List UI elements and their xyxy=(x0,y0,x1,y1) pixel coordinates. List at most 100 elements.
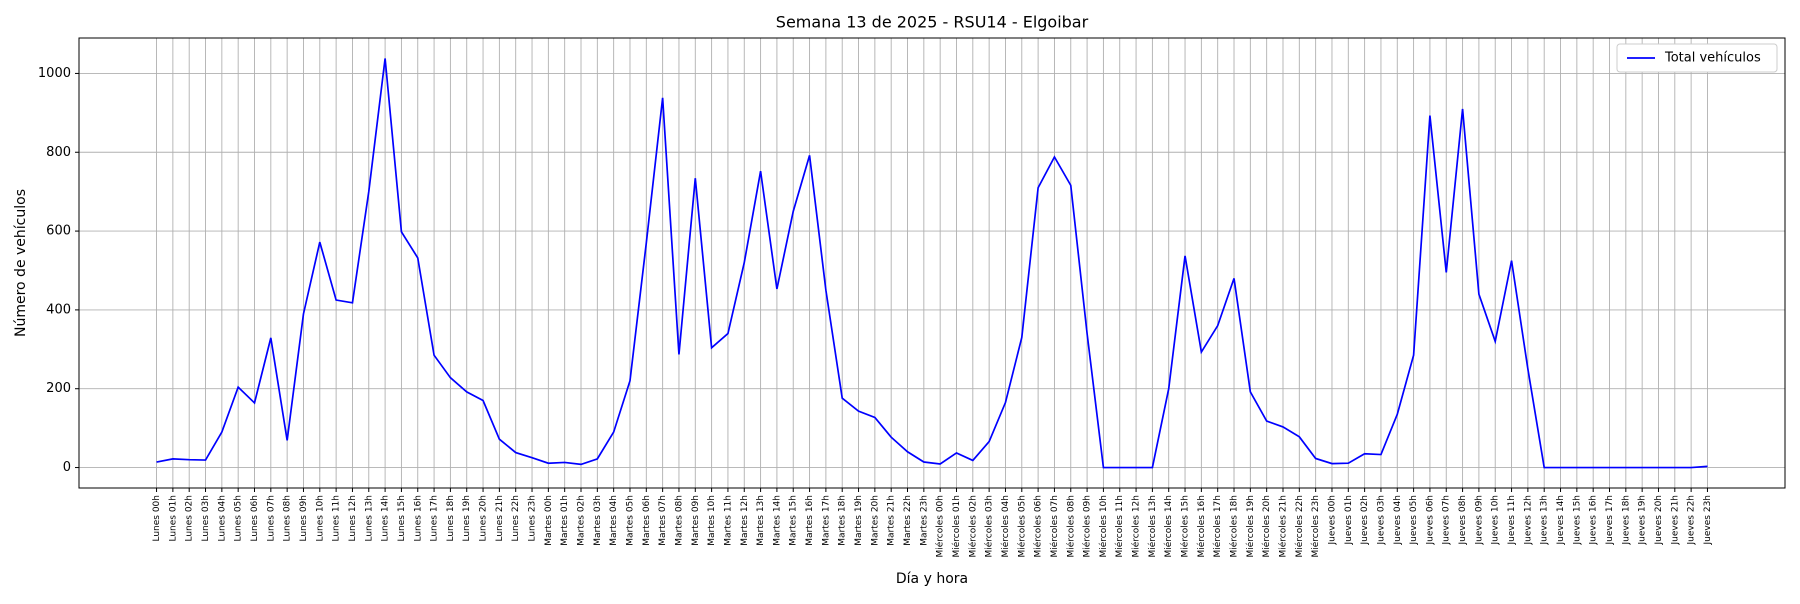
x-tick-label: Martes 11h xyxy=(723,495,733,546)
x-tick-label: Martes 17h xyxy=(821,495,831,546)
x-tick-label: Lunes 00h xyxy=(152,495,162,542)
x-tick-label: Lunes 15h xyxy=(397,495,407,542)
y-tick-label: 200 xyxy=(46,381,71,396)
x-tick-label: Jueves 02h xyxy=(1360,495,1370,545)
x-tick-label: Miércoles 12h xyxy=(1131,495,1142,558)
x-tick-label: Miércoles 22h xyxy=(1294,495,1305,558)
x-tick-label: Martes 00h xyxy=(544,495,554,546)
x-tick-label: Lunes 19h xyxy=(462,495,472,542)
x-tick-label: Jueves 08h xyxy=(1458,495,1468,545)
x-tick-label: Martes 04h xyxy=(609,495,619,546)
x-tick-label: Lunes 07h xyxy=(266,495,276,542)
x-tick-label: Lunes 04h xyxy=(217,495,227,542)
x-tick-label: Miércoles 14h xyxy=(1163,495,1174,558)
x-tick-label: Martes 10h xyxy=(707,495,717,546)
x-tick-label: Lunes 21h xyxy=(495,495,505,542)
x-tick-label: Martes 19h xyxy=(854,495,864,546)
x-tick-label: Jueves 19h xyxy=(1638,495,1648,545)
x-tick-label: Lunes 09h xyxy=(299,495,309,542)
x-tick-label: Martes 08h xyxy=(674,495,684,546)
x-tick-label: Lunes 02h xyxy=(185,495,195,542)
x-tick-label: Lunes 05h xyxy=(234,495,244,542)
x-tick-label: Martes 21h xyxy=(887,495,897,546)
x-tick-label: Miércoles 09h xyxy=(1082,495,1093,558)
x-tick-label: Miércoles 08h xyxy=(1065,495,1076,558)
x-tick-label: Miércoles 04h xyxy=(1000,495,1011,558)
y-tick-label: 1000 xyxy=(38,66,71,81)
x-tick-label: Miércoles 23h xyxy=(1310,495,1321,558)
x-tick-label: Jueves 09h xyxy=(1474,495,1484,545)
x-tick-label: Martes 14h xyxy=(772,495,782,546)
x-tick-label: Jueves 15h xyxy=(1572,495,1582,545)
x-tick-label: Jueves 17h xyxy=(1605,495,1615,545)
x-tick-label: Jueves 21h xyxy=(1670,495,1680,545)
x-tick-label: Miércoles 19h xyxy=(1245,495,1256,558)
x-tick-label: Miércoles 13h xyxy=(1147,495,1158,558)
y-tick-label: 400 xyxy=(46,302,71,317)
x-tick-label: Lunes 14h xyxy=(381,495,391,542)
x-tick-label: Lunes 20h xyxy=(479,495,489,542)
x-tick-label: Lunes 12h xyxy=(348,495,358,542)
plot-frame xyxy=(78,37,1786,489)
x-tick-label: Martes 06h xyxy=(642,495,652,546)
x-tick-label: Miércoles 07h xyxy=(1049,495,1060,558)
x-tick-label: Martes 15h xyxy=(789,495,799,546)
x-tick-label: Jueves 03h xyxy=(1376,495,1386,545)
x-tick-label: Martes 01h xyxy=(560,495,570,546)
y-tick-label: 800 xyxy=(46,145,71,160)
y-tick-label: 0 xyxy=(63,460,71,475)
x-tick-label: Lunes 11h xyxy=(332,495,342,542)
x-tick-label: Martes 23h xyxy=(919,495,929,546)
x-tick-label: Miércoles 10h xyxy=(1098,495,1109,558)
x-tick-label: Jueves 20h xyxy=(1654,495,1664,545)
x-tick-label: Lunes 23h xyxy=(528,495,538,542)
x-tick-label: Jueves 10h xyxy=(1491,495,1501,545)
x-tick-label: Lunes 10h xyxy=(315,495,325,542)
x-tick-label: Lunes 18h xyxy=(446,495,456,542)
x-tick-label: Lunes 08h xyxy=(283,495,293,542)
x-tick-label: Lunes 01h xyxy=(168,495,178,542)
x-tick-label: Martes 07h xyxy=(658,495,668,546)
x-tick-label: Jueves 04h xyxy=(1393,495,1403,545)
x-tick-label: Lunes 16h xyxy=(413,495,423,542)
x-tick-label: Miércoles 15h xyxy=(1180,495,1191,558)
x-tick-label: Lunes 17h xyxy=(430,495,440,542)
x-tick-label: Jueves 22h xyxy=(1687,495,1697,545)
x-tick-label: Lunes 03h xyxy=(201,495,211,542)
x-tick-label: Miércoles 18h xyxy=(1229,495,1240,558)
x-tick-label: Jueves 06h xyxy=(1425,495,1435,545)
y-axis-label: Número de vehículos xyxy=(13,189,29,337)
legend-label: Total vehículos xyxy=(1664,51,1761,66)
legend-box xyxy=(1616,43,1778,73)
x-tick-label: Jueves 00h xyxy=(1327,495,1337,545)
x-tick-label: Miércoles 20h xyxy=(1261,495,1272,558)
x-tick-label: Miércoles 21h xyxy=(1277,495,1288,558)
x-tick-label: Lunes 22h xyxy=(511,495,521,542)
x-tick-label: Jueves 18h xyxy=(1621,495,1631,545)
x-tick-label: Martes 18h xyxy=(838,495,848,546)
x-tick-label: Martes 05h xyxy=(625,495,635,546)
line-series xyxy=(156,58,1708,469)
x-tick-label: Miércoles 16h xyxy=(1196,495,1207,558)
y-tick-label: 600 xyxy=(46,224,71,239)
x-tick-label: Martes 02h xyxy=(577,495,587,546)
x-tick-label: Lunes 06h xyxy=(250,495,260,542)
x-tick-label: Martes 03h xyxy=(593,495,603,546)
x-tick-label: Jueves 23h xyxy=(1703,495,1713,545)
x-tick-label: Jueves 11h xyxy=(1507,495,1517,545)
x-tick-label: Jueves 12h xyxy=(1523,495,1533,545)
x-tick-label: Miércoles 11h xyxy=(1114,495,1125,558)
x-tick-label: Jueves 01h xyxy=(1344,495,1354,545)
x-tick-label: Miércoles 02h xyxy=(967,495,978,558)
x-tick-label: Miércoles 17h xyxy=(1212,495,1223,558)
x-tick-label: Miércoles 06h xyxy=(1033,495,1044,558)
x-tick-label: Jueves 05h xyxy=(1409,495,1419,545)
x-tick-label: Martes 12h xyxy=(740,495,750,546)
x-tick-label: Martes 20h xyxy=(870,495,880,546)
x-tick-label: Martes 22h xyxy=(903,495,913,546)
x-tick-label: Lunes 13h xyxy=(364,495,374,542)
x-tick-label: Martes 09h xyxy=(691,495,701,546)
x-tick-label: Jueves 13h xyxy=(1540,495,1550,545)
x-tick-label: Jueves 16h xyxy=(1589,495,1599,545)
x-tick-label: Martes 16h xyxy=(805,495,815,546)
